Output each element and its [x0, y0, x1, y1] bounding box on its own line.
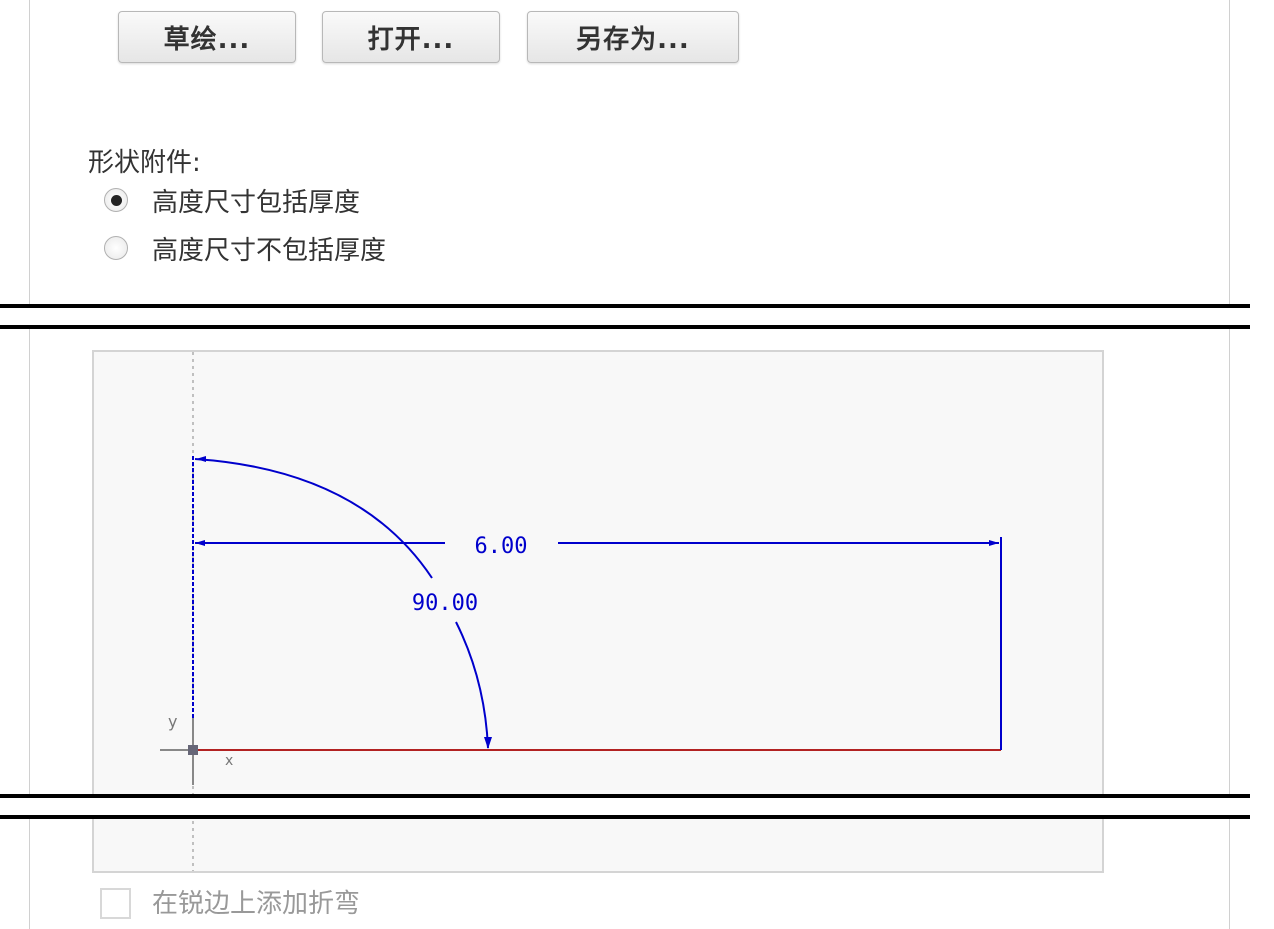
- length-dimension-text: 6.00: [475, 534, 528, 559]
- angle-arc-upper: [194, 458, 433, 579]
- angle-dimension-text: 90.00: [412, 591, 478, 616]
- radio-exclude-thickness[interactable]: [104, 236, 128, 260]
- radio-exclude-thickness-label[interactable]: 高度尺寸不包括厚度: [152, 236, 387, 266]
- origin-icon: [188, 745, 198, 755]
- open-button[interactable]: 打开...: [322, 11, 500, 63]
- add-bend-label[interactable]: 在锐边上添加折弯: [152, 889, 361, 919]
- save-as-button[interactable]: 另存为...: [527, 11, 739, 63]
- break-line: [0, 794, 1250, 798]
- break-line: [0, 325, 1250, 329]
- break-line: [0, 815, 1250, 819]
- arrow-icon: [195, 540, 205, 546]
- axis-x-label: x: [225, 753, 233, 769]
- break-gap: [0, 308, 1274, 325]
- sketch-button[interactable]: 草绘...: [118, 11, 296, 63]
- angle-arc-lower: [455, 621, 489, 749]
- arrow-icon: [989, 540, 999, 546]
- break-line: [0, 304, 1250, 308]
- arrow-icon: [484, 737, 492, 749]
- sketch-preview: [92, 350, 1104, 873]
- add-bend-checkbox[interactable]: [100, 888, 131, 919]
- axis-y-label: y: [168, 712, 177, 731]
- shape-attachment-label: 形状附件:: [88, 148, 201, 178]
- radio-include-thickness-label[interactable]: 高度尺寸包括厚度: [152, 188, 361, 218]
- arrow-icon: [196, 456, 206, 462]
- radio-include-thickness[interactable]: [104, 188, 128, 212]
- break-gap: [0, 798, 1274, 815]
